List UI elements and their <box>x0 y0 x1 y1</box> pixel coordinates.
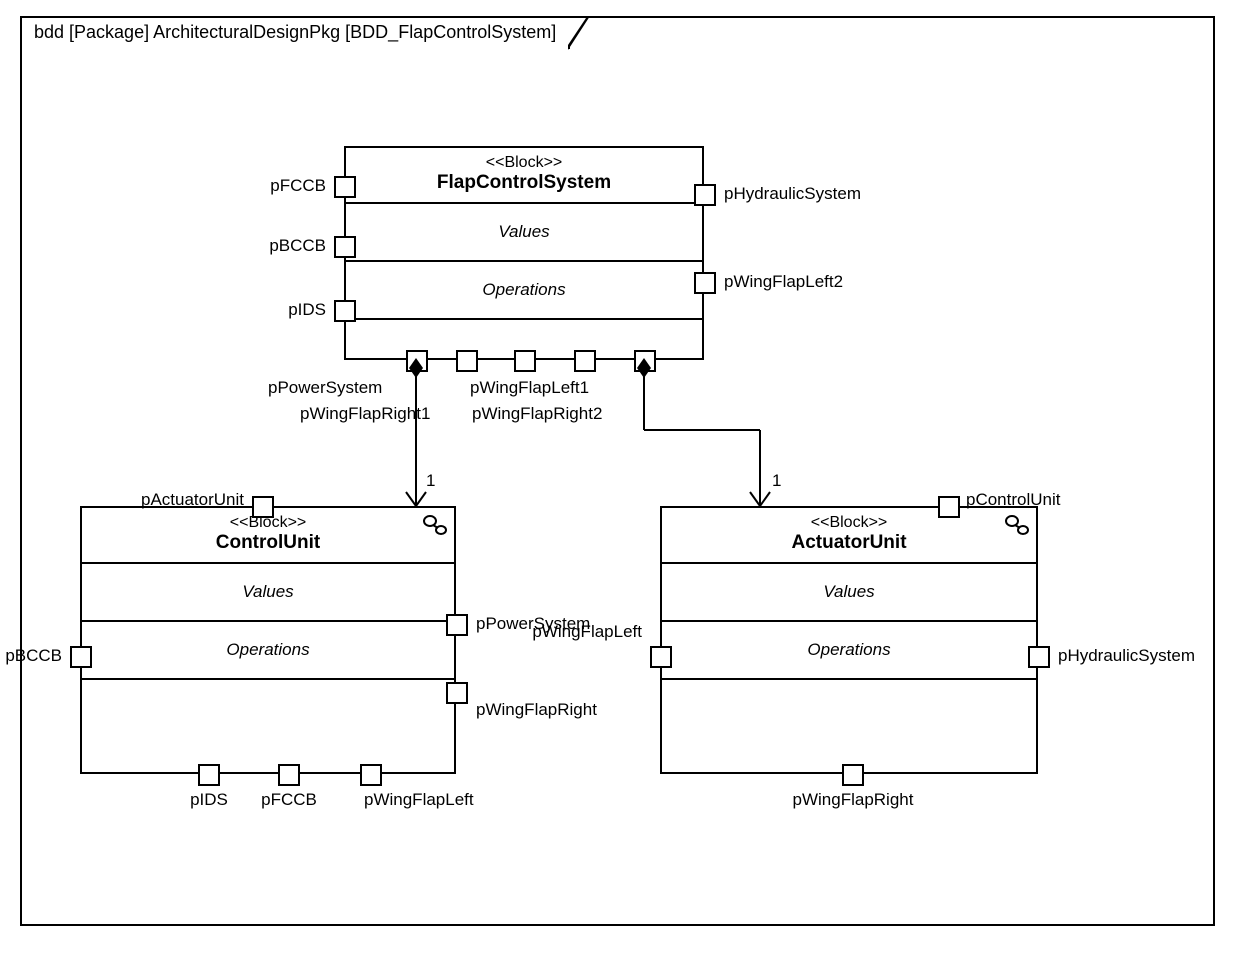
port-label-pWFR_a: pWingFlapRight <box>793 790 914 810</box>
port-label-pHyd: pHydraulicSystem <box>724 184 861 204</box>
port-pHyd <box>694 184 716 206</box>
compartment-operations: Operations <box>346 262 702 320</box>
block-name: ActuatorUnit <box>666 532 1032 554</box>
block-header: <<Block>>ActuatorUnit <box>662 508 1036 564</box>
port-label-pBCCB2: pBCCB <box>5 646 62 666</box>
port-pIDS2 <box>198 764 220 786</box>
composite-icon <box>422 514 448 536</box>
port-label-pFCCB2: pFCCB <box>261 790 317 810</box>
port-label-pFCCB: pFCCB <box>270 176 326 196</box>
port-pActuatorUnit <box>252 496 274 518</box>
port-label-bottom-3: pWingFlapRight2 <box>472 404 602 424</box>
compartment-operations: Operations <box>82 622 454 680</box>
port-b5 <box>634 350 656 372</box>
composite-icon <box>1004 514 1030 536</box>
port-pFCCB <box>334 176 356 198</box>
port-pWFL_a <box>650 646 672 668</box>
port-b2 <box>456 350 478 372</box>
port-label-pWingFlapRight: pWingFlapRight <box>476 700 597 720</box>
port-pPowerSystem2 <box>446 614 468 636</box>
compartment-operations: Operations <box>662 622 1036 680</box>
port-pWFR_a <box>842 764 864 786</box>
port-pBCCB2 <box>70 646 92 668</box>
compartment-values: Values <box>662 564 1036 622</box>
port-label-bottom-0: pPowerSystem <box>268 378 382 398</box>
port-label-bottom-2: pWingFlapRight1 <box>300 404 430 424</box>
port-b4 <box>574 350 596 372</box>
port-label-pWFL2: pWingFlapLeft2 <box>724 272 843 292</box>
diagram-frame-tab: bdd [Package] ArchitecturalDesignPkg [BD… <box>20 16 570 49</box>
port-label-pControlUnit: pControlUnit <box>966 490 1061 510</box>
block-controlUnit: <<Block>>ControlUnitValuesOperationspAct… <box>80 506 456 774</box>
port-pHyd2 <box>1028 646 1050 668</box>
port-b3 <box>514 350 536 372</box>
port-label-pWFL: pWingFlapLeft <box>364 790 474 810</box>
port-label-pIDS: pIDS <box>288 300 326 320</box>
port-pBCCB <box>334 236 356 258</box>
compartment-values: Values <box>346 204 702 262</box>
port-b1 <box>406 350 428 372</box>
port-pWFL2 <box>694 272 716 294</box>
block-name: FlapControlSystem <box>350 172 698 194</box>
port-pFCCB2 <box>278 764 300 786</box>
port-pIDS <box>334 300 356 322</box>
block-flapCtrl: <<Block>>FlapControlSystemValuesOperatio… <box>344 146 704 360</box>
block-stereotype: <<Block>> <box>350 154 698 172</box>
port-pWingFlapRight <box>446 682 468 704</box>
block-name: ControlUnit <box>86 532 450 554</box>
port-label-pWFL_a: pWingFlapLeft <box>532 622 642 642</box>
port-pWFL <box>360 764 382 786</box>
port-label-pActuatorUnit: pActuatorUnit <box>141 490 244 510</box>
compartment-values: Values <box>82 564 454 622</box>
block-header: <<Block>>FlapControlSystem <box>346 148 702 204</box>
port-label-bottom-1: pWingFlapLeft1 <box>470 378 589 398</box>
block-stereotype: <<Block>> <box>666 514 1032 532</box>
port-label-pBCCB: pBCCB <box>269 236 326 256</box>
port-label-pIDS2: pIDS <box>190 790 228 810</box>
block-actuatorUnit: <<Block>>ActuatorUnitValuesOperationspCo… <box>660 506 1038 774</box>
port-label-pHyd2: pHydraulicSystem <box>1058 646 1195 666</box>
port-pControlUnit <box>938 496 960 518</box>
